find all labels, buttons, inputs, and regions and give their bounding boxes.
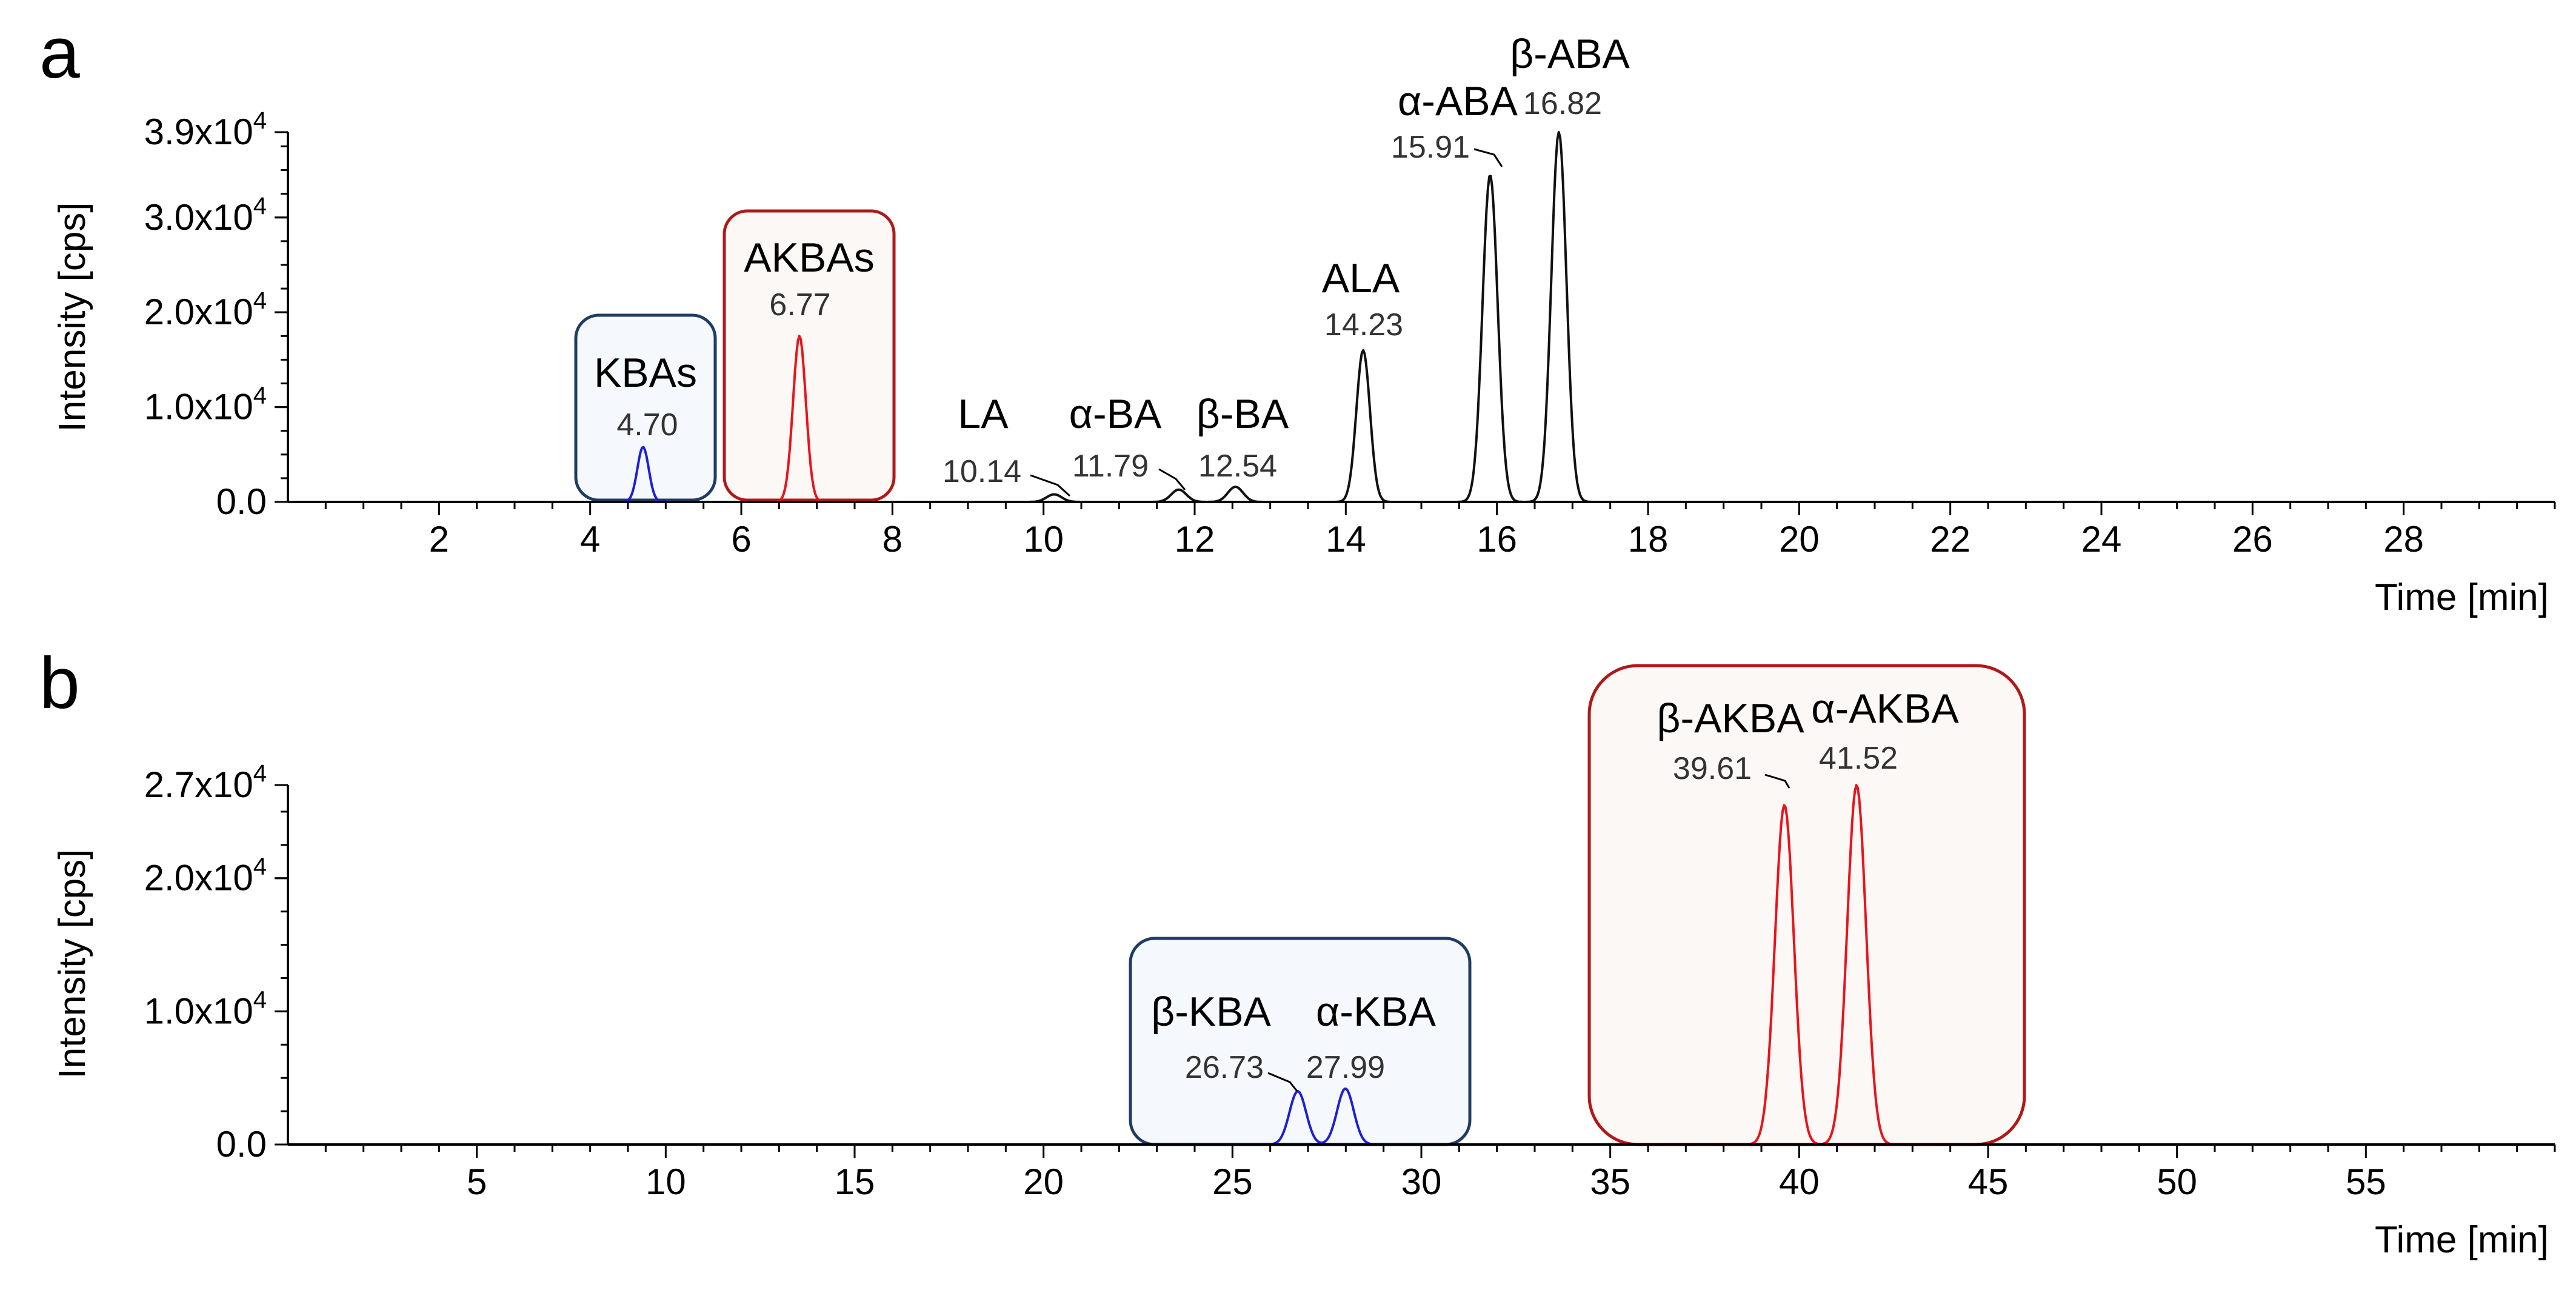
peak-rt-alpha-ba: 11.79 bbox=[1072, 449, 1149, 484]
peak-label-akbas: AKBAs bbox=[744, 235, 874, 281]
y-tick-label: 3.0x104 bbox=[144, 193, 267, 238]
x-tick-label: 8 bbox=[883, 519, 903, 560]
peak-label-alpha-aba: α-ABA bbox=[1398, 78, 1518, 124]
peak-label-alpha-ba: α-BA bbox=[1069, 391, 1162, 437]
panel-b: b 5 10 15 20 25 30 35 40 45 50 55 0.0 1.0x104 2.0x104… bbox=[39, 643, 2556, 1261]
leader-line-beta-kba bbox=[1267, 1072, 1298, 1092]
x-tick-label: 15 bbox=[835, 1161, 875, 1202]
x-tick-label: 4 bbox=[580, 519, 600, 560]
x-tick-label: 26 bbox=[2232, 519, 2273, 560]
peak-label-kbas: KBAs bbox=[594, 350, 697, 396]
peak-label-beta-akba: β-AKBA bbox=[1657, 695, 1804, 741]
y-tick-label: 0.0 bbox=[216, 481, 267, 522]
leader-line-alpha-ba bbox=[1158, 468, 1186, 490]
kbas-highlight-box bbox=[574, 313, 717, 502]
panel-a-y-axis-title: Intensity [cps] bbox=[52, 202, 93, 432]
y-tick-label: 2.0x104 bbox=[144, 854, 267, 898]
peak-rt-alpha-kba: 27.99 bbox=[1306, 1050, 1385, 1085]
panel-a: a 2 4 6 8 10 12 14 16 18 20 22 24 26 280.01.0x1042.0x… bbox=[39, 12, 2556, 618]
x-tick-label: 30 bbox=[1401, 1161, 1442, 1202]
peak-rt-beta-aba: 16.82 bbox=[1523, 86, 1602, 121]
panel-b-x-axis-title: Time [min] bbox=[2375, 1219, 2549, 1261]
panel-b-ticks: 5 10 15 20 25 30 35 40 45 50 55 0.0 1.0x104 2.0x104 2.… bbox=[144, 760, 2556, 1202]
akbas-highlight-box bbox=[722, 209, 896, 502]
peak-label-alpha-kba: α-KBA bbox=[1316, 989, 1436, 1035]
y-tick-label: 3.9x104 bbox=[144, 107, 267, 152]
x-tick-label: 22 bbox=[1930, 519, 1970, 560]
x-tick-label: 14 bbox=[1326, 519, 1366, 560]
x-tick-label: 10 bbox=[646, 1161, 686, 1202]
x-tick-label: 28 bbox=[2383, 519, 2424, 560]
peak-rt-ala: 14.23 bbox=[1324, 307, 1403, 343]
peak-label-beta-ba: β-BA bbox=[1196, 391, 1289, 437]
x-tick-label: 35 bbox=[1590, 1161, 1630, 1202]
x-tick-label: 45 bbox=[1968, 1161, 2009, 1202]
x-tick-label: 20 bbox=[1779, 519, 1820, 560]
leader-line-alpha-aba bbox=[1473, 148, 1503, 167]
panel-b-label: b bbox=[39, 643, 80, 724]
x-tick-label: 18 bbox=[1628, 519, 1669, 560]
leader-line-la bbox=[1030, 474, 1071, 497]
peak-rt-la: 10.14 bbox=[943, 454, 1021, 489]
panel-a-x-axis-title: Time [min] bbox=[2375, 576, 2549, 618]
peak-rt-beta-kba: 26.73 bbox=[1185, 1050, 1264, 1085]
y-tick-label: 0.0 bbox=[216, 1124, 267, 1165]
x-tick-label: 2 bbox=[429, 519, 449, 560]
panel-a-label: a bbox=[39, 12, 80, 93]
x-tick-label: 55 bbox=[2346, 1161, 2386, 1202]
peak-label-beta-aba: β-ABA bbox=[1510, 31, 1630, 77]
x-tick-label: 16 bbox=[1477, 519, 1517, 560]
peak-rt-alpha-akba: 41.52 bbox=[1819, 741, 1898, 776]
peak-label-beta-kba: β-KBA bbox=[1151, 989, 1271, 1035]
peak-rt-kbas: 4.70 bbox=[616, 407, 678, 443]
peak-label-alpha-akba: α-AKBA bbox=[1811, 686, 1959, 732]
panel-b-y-axis-title: Intensity [cps] bbox=[52, 849, 93, 1078]
leader-line-beta-akba bbox=[1764, 774, 1790, 789]
y-tick-label: 2.7x104 bbox=[144, 760, 267, 805]
x-tick-label: 6 bbox=[731, 519, 751, 560]
panel-a-ticks: 2 4 6 8 10 12 14 16 18 20 22 24 26 280.01.0x1042.0x10… bbox=[144, 107, 2556, 560]
kba-highlight-box bbox=[1129, 937, 1472, 1146]
x-tick-label: 5 bbox=[467, 1161, 487, 1202]
x-tick-label: 12 bbox=[1175, 519, 1215, 560]
peak-rt-akbas: 6.77 bbox=[769, 287, 830, 322]
akba-highlight-box bbox=[1587, 664, 2026, 1146]
peak-rt-beta-ba: 12.54 bbox=[1198, 449, 1277, 484]
peak-rt-alpha-aba: 15.91 bbox=[1391, 130, 1470, 165]
y-tick-label: 2.0x104 bbox=[144, 287, 267, 332]
peak-label-la: LA bbox=[958, 391, 1009, 437]
y-tick-label: 1.0x104 bbox=[144, 986, 267, 1031]
y-tick-label: 1.0x104 bbox=[144, 383, 267, 427]
x-tick-label: 10 bbox=[1023, 519, 1064, 560]
x-tick-label: 24 bbox=[2081, 519, 2122, 560]
peak-label-ala: ALA bbox=[1322, 255, 1400, 301]
peak-rt-beta-akba: 39.61 bbox=[1673, 751, 1752, 786]
x-tick-label: 25 bbox=[1212, 1161, 1253, 1202]
x-tick-label: 40 bbox=[1779, 1161, 1820, 1202]
x-tick-label: 20 bbox=[1023, 1161, 1064, 1202]
x-tick-label: 50 bbox=[2157, 1161, 2197, 1202]
